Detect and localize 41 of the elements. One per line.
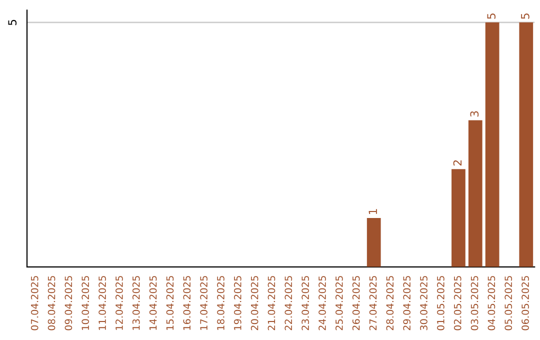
data-label: 1	[368, 209, 377, 214]
x-tick-label: 20.04.2025	[250, 276, 258, 330]
x-tick-label: 09.04.2025	[64, 276, 72, 330]
x-tick-label: 12.04.2025	[116, 276, 123, 330]
x-tick-label: 15.04.2025	[166, 276, 174, 330]
x-tick-label: 22.04.2025	[284, 276, 292, 330]
data-label: 3	[470, 111, 479, 117]
ref-line-label: 5	[8, 20, 17, 26]
x-tick-label: 23.04.2025	[302, 276, 309, 330]
x-tick-label: 03.05.2025	[470, 276, 478, 330]
x-tick-label: 02.05.2025	[454, 276, 462, 330]
x-tick-label: 05.05.2025	[504, 276, 512, 330]
x-tick-label: 14.04.2025	[149, 276, 157, 330]
x-tick-label: 28.04.2025	[386, 276, 394, 330]
bar	[468, 120, 482, 267]
bar	[366, 218, 381, 267]
x-tick-label: 21.04.2025	[268, 276, 276, 330]
x-tick-label: 10.04.2025	[82, 276, 90, 330]
bar	[452, 169, 466, 267]
x-tick-label: 16.04.2025	[183, 276, 191, 330]
x-tick-label: 26.04.2025	[352, 276, 360, 330]
x-tick-label: 30.04.2025	[420, 276, 428, 330]
x-tick-label: 19.04.2025	[234, 276, 242, 330]
x-tick-label: 29.04.2025	[403, 276, 411, 330]
x-tick-label: 06.05.2025	[522, 276, 529, 330]
x-tick-label: 25.04.2025	[335, 276, 343, 330]
x-tick-label: 08.04.2025	[48, 276, 56, 330]
x-tick-label: 13.04.2025	[132, 276, 140, 330]
x-tick-label: 27.04.2025	[369, 276, 377, 330]
x-tick-label: 17.04.2025	[200, 276, 208, 330]
x-tick-label: 04.05.2025	[488, 276, 496, 330]
data-label: 5	[487, 14, 496, 19]
data-label: 5	[521, 14, 530, 19]
bar	[519, 22, 534, 267]
bar	[485, 22, 500, 267]
data-label: 2	[453, 160, 462, 166]
x-tick-label: 11.04.2025	[98, 276, 106, 330]
x-tick-label: 07.04.2025	[30, 276, 38, 330]
x-tick-label: 01.05.2025	[437, 276, 444, 330]
x-tick-label: 18.04.2025	[217, 276, 224, 330]
x-tick-label: 24.04.2025	[318, 276, 326, 330]
